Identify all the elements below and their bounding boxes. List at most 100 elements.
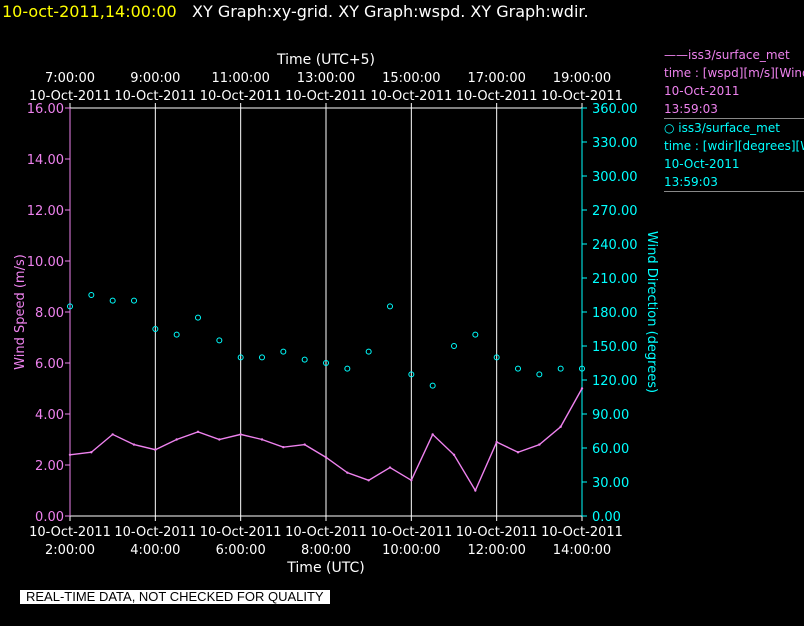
y-left-tick-label: 6.00 xyxy=(35,357,64,372)
wdir-point xyxy=(515,365,521,372)
legend-entry-wdir: ○ iss3/surface_met time : [wdir][degrees… xyxy=(664,119,804,192)
wdir-point xyxy=(472,331,479,338)
wspd-point xyxy=(68,453,72,456)
wspd-point xyxy=(538,443,541,446)
y-left-tick-label: 4.00 xyxy=(35,408,64,423)
wdir-point xyxy=(173,331,180,338)
wspd-point xyxy=(559,425,562,428)
wspd-point xyxy=(516,451,520,454)
y-right-tick-label: 240.00 xyxy=(592,238,638,253)
x-top-tick-time: 9:00:00 xyxy=(130,71,180,86)
y-right-tick-label: 0.00 xyxy=(592,510,621,525)
legend-wdir-source: ○ iss3/surface_met xyxy=(664,121,780,135)
y-left-tick-label: 0.00 xyxy=(35,510,64,525)
wspd-point xyxy=(410,479,413,482)
x-top-tick-date: 10-Oct-2011 xyxy=(29,89,111,104)
wdir-point xyxy=(387,303,393,310)
legend-wspd-date: 10-Oct-2011 xyxy=(664,84,740,98)
wspd-point xyxy=(452,453,456,456)
y-right-tick-label: 300.00 xyxy=(592,170,638,185)
wdir-point xyxy=(67,303,73,310)
wdir-point xyxy=(579,365,585,372)
y-right-tick-label: 30.00 xyxy=(592,476,629,491)
y-right-tick-label: 90.00 xyxy=(592,408,629,423)
wspd-point xyxy=(346,471,349,474)
legend-wspd-variable: time : [wspd][m/s][Wind xyxy=(664,66,804,80)
x-bottom-tick-time: 10:00:00 xyxy=(382,543,440,558)
wspd-point xyxy=(90,451,93,454)
y-right-tick-label: 360.00 xyxy=(592,102,638,117)
quality-note: REAL-TIME DATA, NOT CHECKED FOR QUALITY xyxy=(20,590,330,604)
wspd-point xyxy=(495,440,498,444)
wspd-point xyxy=(175,438,178,441)
y-right-tick-label: 330.00 xyxy=(592,136,638,151)
wdir-point xyxy=(493,354,500,361)
wspd-point xyxy=(580,387,584,390)
wspd-point xyxy=(474,489,477,492)
y-left-tick-label: 10.00 xyxy=(27,255,64,270)
wspd-point xyxy=(218,438,221,441)
wdir-point xyxy=(88,292,95,298)
wdir-point xyxy=(195,314,201,321)
x-bottom-tick-date: 10-Oct-2011 xyxy=(541,525,623,540)
wspd-point xyxy=(132,443,136,446)
x-bottom-tick-time: 14:00:00 xyxy=(553,543,611,558)
header-timestamp: 10-oct-2011,14:00:00 xyxy=(2,2,177,21)
y-right-tick-label: 270.00 xyxy=(592,204,638,219)
wdir-point xyxy=(280,348,287,355)
wdir-point xyxy=(557,365,564,372)
x-top-tick-time: 15:00:00 xyxy=(382,71,440,86)
x-bottom-tick-time: 8:00:00 xyxy=(301,543,351,558)
wspd-point xyxy=(303,443,306,446)
y-left-tick-label: 8.00 xyxy=(35,306,64,321)
x-bottom-axis-label: Time (UTC) xyxy=(286,560,364,576)
wspd-point xyxy=(260,438,264,441)
y-right-axis-label: Wind Direction (degrees) xyxy=(644,231,659,393)
wdir-point xyxy=(237,354,244,361)
x-top-axis-label: Time (UTC+5) xyxy=(276,52,375,68)
x-top-tick-date: 10-Oct-2011 xyxy=(285,89,367,104)
x-bottom-tick-date: 10-Oct-2011 xyxy=(456,525,538,540)
graph-header: 10-oct-2011,14:00:00 XY Graph:xy-grid. X… xyxy=(0,0,804,26)
x-top-tick-time: 19:00:00 xyxy=(553,71,611,86)
wdir-point xyxy=(131,297,137,304)
y-left-axis-label: Wind Speed (m/s) xyxy=(13,254,28,370)
x-bottom-tick-date: 10-Oct-2011 xyxy=(29,525,111,540)
wspd-point xyxy=(196,430,200,434)
y-right-tick-label: 180.00 xyxy=(592,306,638,321)
wdir-point xyxy=(536,371,543,378)
x-bottom-tick-time: 12:00:00 xyxy=(467,543,525,558)
wdir-point xyxy=(323,360,329,366)
wdir-point xyxy=(451,343,457,349)
x-bottom-tick-date: 10-Oct-2011 xyxy=(370,525,452,540)
wdir-point xyxy=(365,348,372,355)
wdir-point xyxy=(109,297,116,304)
legend: ——iss3/surface_met time : [wspd][m/s][Wi… xyxy=(664,46,804,192)
x-top-tick-date: 10-Oct-2011 xyxy=(541,89,623,104)
x-top-tick-date: 10-Oct-2011 xyxy=(456,89,538,104)
x-top-tick-date: 10-Oct-2011 xyxy=(114,89,196,104)
wdir-point xyxy=(259,354,265,361)
wspd-point xyxy=(154,448,157,451)
wdir-point xyxy=(344,365,351,372)
y-left-tick-label: 14.00 xyxy=(27,153,64,168)
wdir-point xyxy=(429,382,436,389)
x-bottom-tick-time: 6:00:00 xyxy=(216,543,266,558)
wspd-point xyxy=(367,479,370,482)
y-right-tick-label: 210.00 xyxy=(592,272,638,287)
x-bottom-tick-date: 10-Oct-2011 xyxy=(200,525,282,540)
legend-wspd-source: ——iss3/surface_met xyxy=(664,48,790,62)
x-top-tick-time: 17:00:00 xyxy=(467,71,525,86)
wspd-point xyxy=(282,445,285,449)
x-bottom-tick-time: 2:00:00 xyxy=(45,543,95,558)
legend-wdir-date: 10-Oct-2011 xyxy=(664,157,740,171)
x-bottom-tick-date: 10-Oct-2011 xyxy=(114,525,196,540)
x-top-tick-time: 11:00:00 xyxy=(211,71,269,86)
wdir-point xyxy=(216,337,223,344)
legend-wspd-time: 13:59:03 xyxy=(664,102,718,116)
legend-wdir-variable: time : [wdir][degrees][Wi xyxy=(664,139,804,153)
y-right-tick-label: 120.00 xyxy=(592,374,638,389)
x-top-tick-date: 10-Oct-2011 xyxy=(370,89,452,104)
wspd-point xyxy=(388,466,392,469)
